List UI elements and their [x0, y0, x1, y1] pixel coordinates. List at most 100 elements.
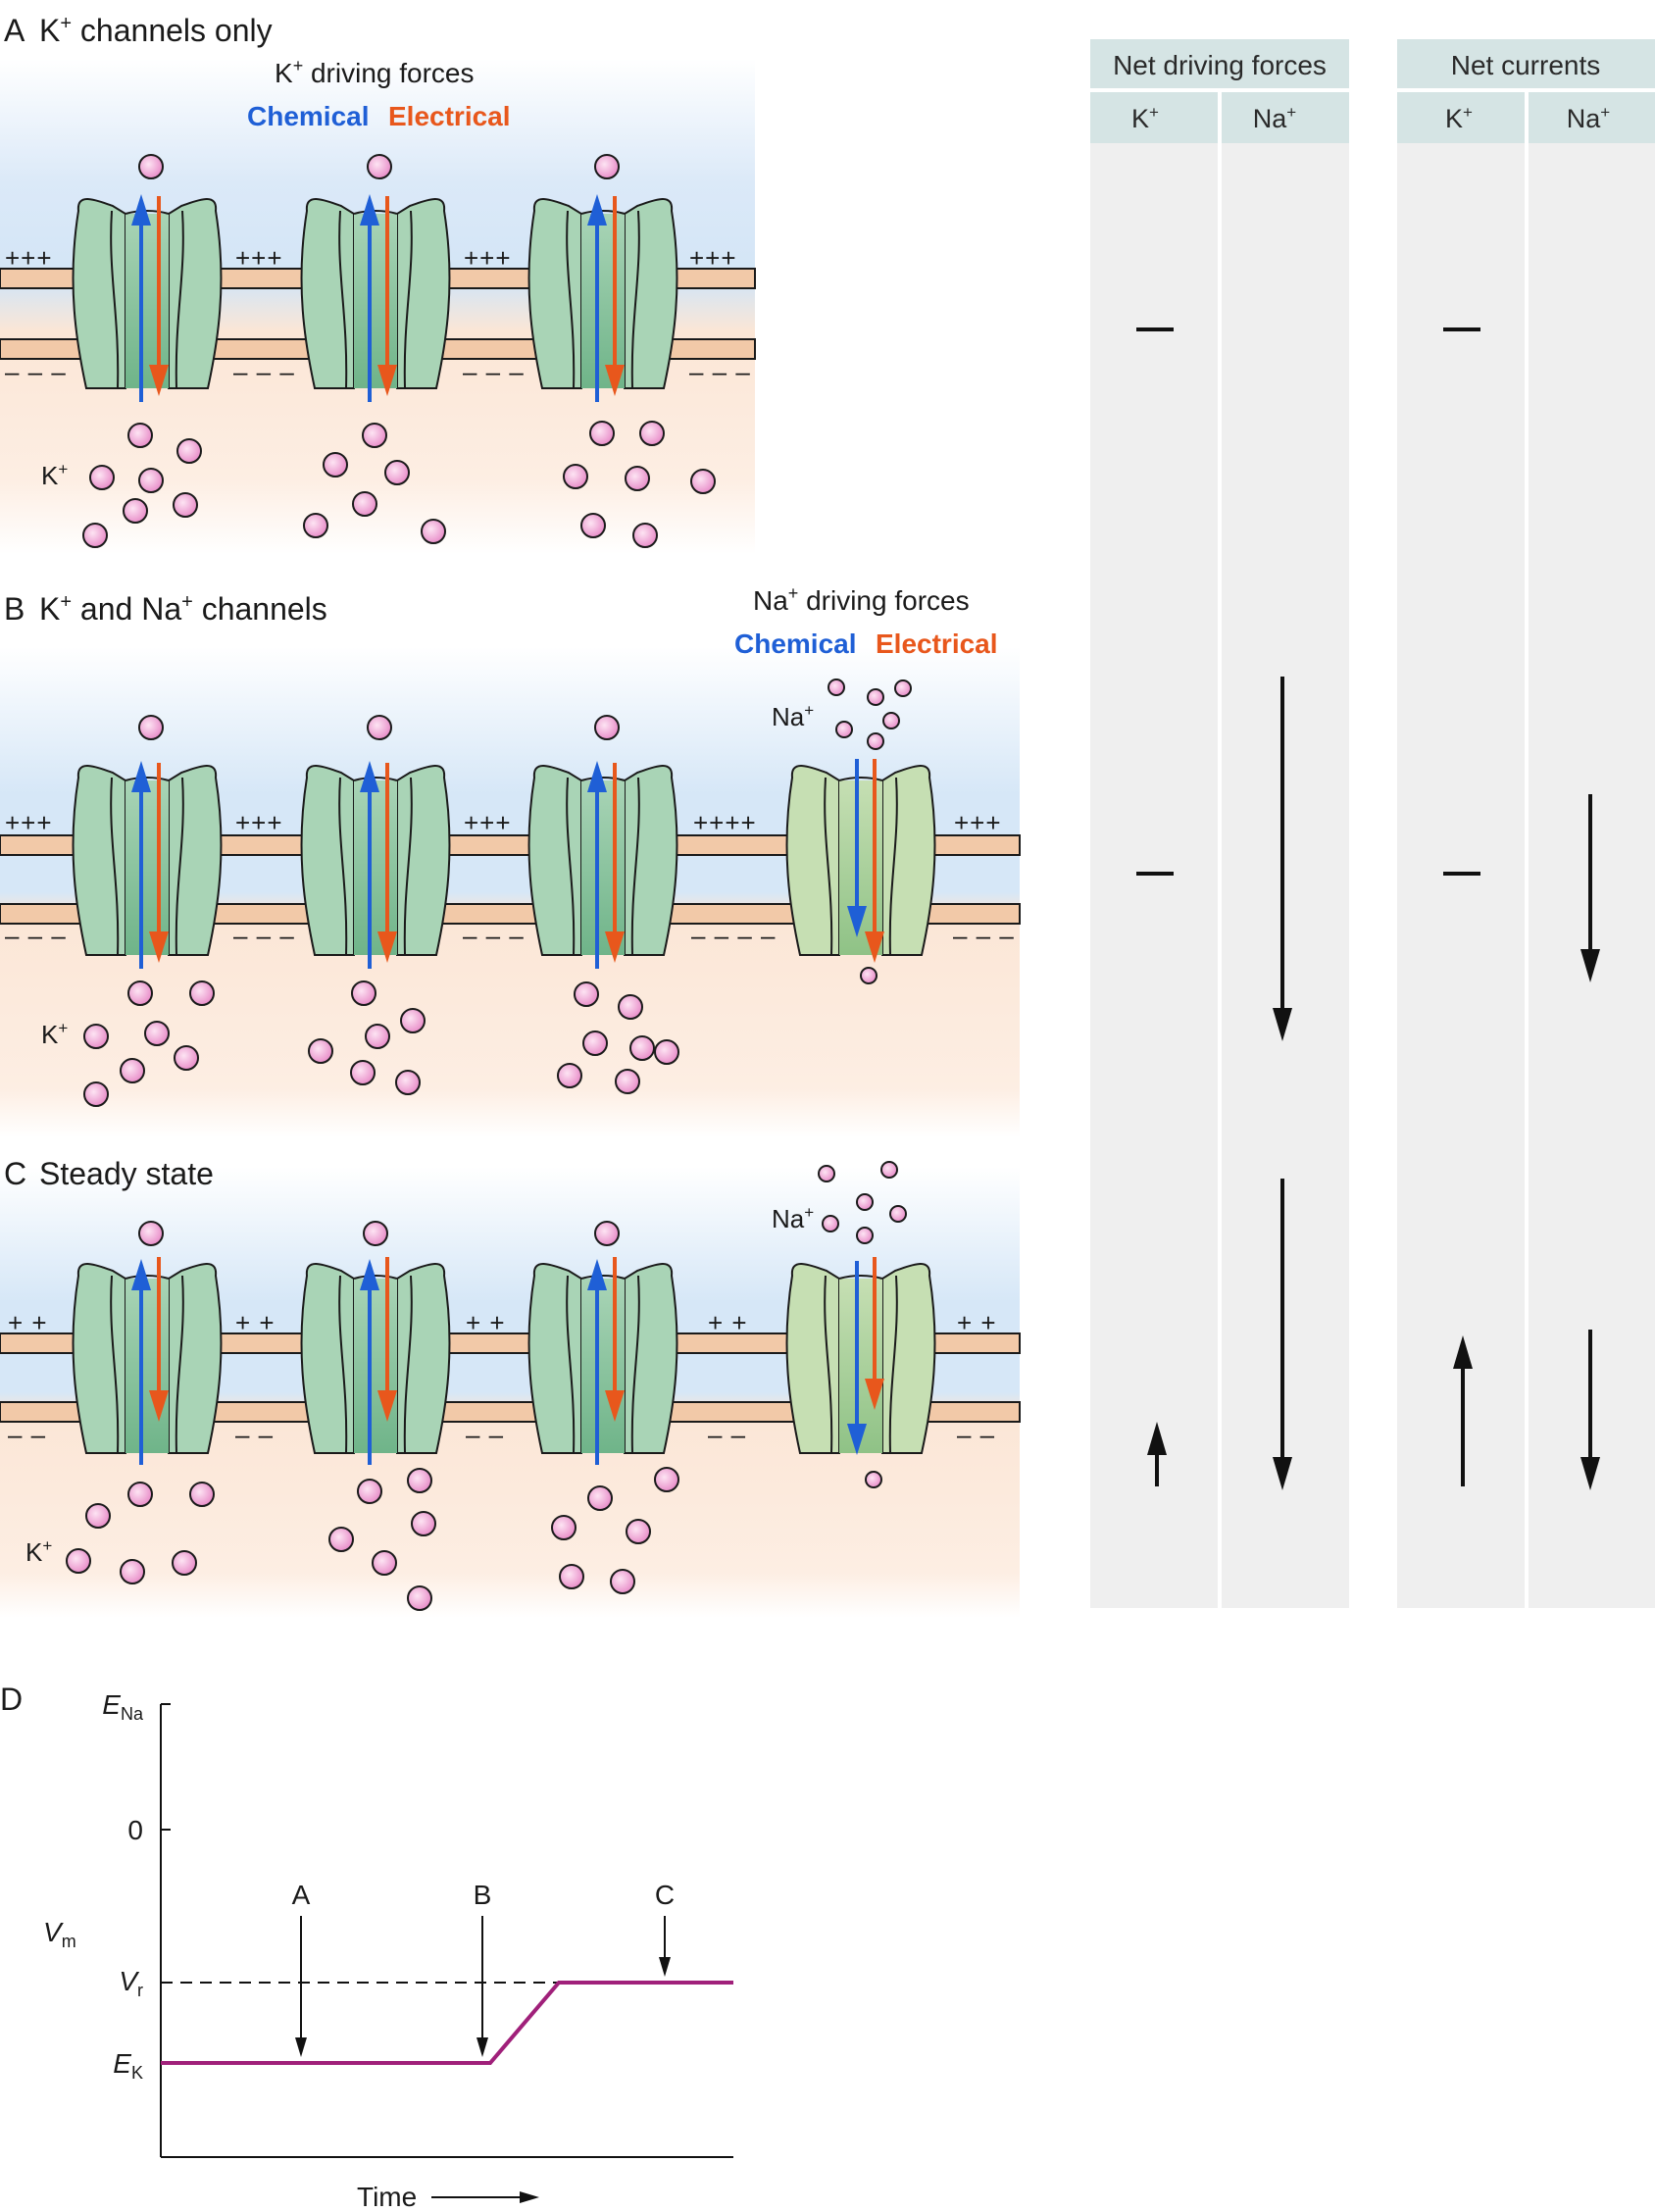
k-ion: [594, 715, 620, 740]
col-na: Na+: [1253, 103, 1297, 133]
panel-d-graph: D ENa 0 Vr EK Vm A B C Time: [0, 1682, 733, 2212]
marker-c: C: [655, 1880, 675, 1910]
inside-charge: – –: [235, 1420, 274, 1449]
arrow-head: [295, 2037, 307, 2057]
legend-electrical: Electrical: [876, 628, 998, 659]
na-ion-cluster: [828, 679, 912, 984]
tick-v-r: Vr: [119, 1966, 143, 2000]
k-ion-cluster: [66, 1467, 679, 1611]
inside-charge: – – –: [233, 357, 295, 386]
panel-c: C Steady state + + + + + + + + + + – – –…: [0, 1156, 1021, 1618]
k-channel: [527, 154, 678, 402]
na-ion-label: Na+: [772, 1203, 814, 1233]
legend-chemical: Chemical: [247, 101, 370, 131]
inside-charge: – – –: [463, 921, 525, 950]
table-col-header: [1529, 92, 1655, 143]
outside-charge: + +: [957, 1308, 997, 1337]
panel-a-letter: A: [4, 13, 25, 48]
tick-e-k: EK: [113, 2048, 143, 2083]
net-driving-forces-title: Net driving forces: [1113, 50, 1327, 80]
membrane-inner-leaflet: [0, 903, 1021, 925]
panel-b-title: K+ and Na+ channels: [39, 591, 327, 627]
inside-charge: – –: [957, 1420, 995, 1449]
outside-charge: +++: [5, 243, 53, 273]
table-group-header: [1090, 39, 1349, 88]
k-channel: [527, 1221, 678, 1465]
k-channel: [300, 154, 451, 402]
tick-e-na: ENa: [102, 1689, 144, 1724]
y-axis-label: Vm: [43, 1917, 76, 1951]
outside-charge: +++: [235, 808, 283, 837]
inside-charge: – –: [708, 1420, 746, 1449]
k-channel: [72, 154, 223, 402]
inside-charge: – –: [8, 1420, 46, 1449]
panel-c-letter: C: [4, 1156, 26, 1191]
outside-charge: + +: [8, 1308, 48, 1337]
k-channel: [527, 715, 678, 969]
net-currents-title: Net currents: [1451, 50, 1601, 80]
k-driving-forces-title: K+ driving forces: [275, 56, 475, 88]
membrane-outer-leaflet: [0, 834, 1021, 856]
outside-charge: +++: [235, 243, 283, 273]
na-channel: [785, 759, 936, 963]
col-k: K+: [1131, 103, 1159, 133]
panel-d-letter: D: [0, 1682, 23, 1717]
k-ion: [138, 154, 164, 179]
outside-charge: +++: [954, 808, 1002, 837]
table-col-header: [1222, 92, 1349, 143]
outside-charge: ++++: [693, 808, 757, 837]
outside-charge: +++: [5, 808, 53, 837]
outside-charge: + +: [235, 1308, 276, 1337]
x-axis-label: Time: [357, 2182, 417, 2212]
membrane-outer-leaflet: [0, 1332, 1021, 1354]
inside-charge: – – –: [233, 921, 295, 950]
k-ion-cluster: [82, 421, 716, 548]
arrow-head: [476, 2037, 488, 2057]
inside-charge: – – –: [689, 357, 751, 386]
marker-b: B: [474, 1880, 492, 1910]
table-group-header: [1397, 39, 1655, 88]
k-ion-label: K+: [41, 1019, 68, 1049]
k-ion-label: K+: [41, 460, 68, 490]
k-channel: [300, 715, 451, 969]
arrow-head: [1580, 949, 1600, 982]
outside-charge: +++: [464, 243, 512, 273]
arrow-head: [520, 2191, 539, 2203]
legend-electrical: Electrical: [388, 101, 511, 131]
results-table: Net driving forces K+ Na+ Net currents K…: [1090, 39, 1655, 1608]
col-na: Na+: [1567, 103, 1611, 133]
k-ion: [367, 154, 392, 179]
outside-charge: + +: [466, 1308, 506, 1337]
inside-charge: – –: [466, 1420, 504, 1449]
arrow-head: [1580, 1457, 1600, 1490]
na-channel: [785, 1257, 936, 1455]
legend-chemical: Chemical: [734, 628, 857, 659]
k-ion: [594, 1221, 620, 1246]
panel-b-letter: B: [4, 591, 25, 627]
membrane-inner-leaflet: [0, 1401, 1021, 1423]
arrow-head: [1273, 1457, 1292, 1490]
table-column: [1222, 143, 1349, 1608]
k-ion: [138, 715, 164, 740]
k-channel: [300, 1221, 451, 1465]
table-col-header: [1090, 92, 1218, 143]
na-ion-label: Na+: [772, 701, 814, 731]
k-ion: [594, 154, 620, 179]
inside-charge: – – –: [463, 357, 525, 386]
k-ion: [367, 715, 392, 740]
marker-a: A: [292, 1880, 311, 1910]
inside-charge: – – –: [5, 357, 67, 386]
arrow-head: [659, 1957, 671, 1977]
k-channel: [72, 1221, 223, 1465]
outside-charge: + +: [708, 1308, 748, 1337]
na-ion-cluster: [818, 1161, 907, 1488]
panel-a-title: K+ channels only: [39, 13, 273, 48]
arrow-head: [1147, 1422, 1167, 1455]
k-ion: [363, 1221, 388, 1246]
na-driving-forces-title: Na+ driving forces: [753, 583, 970, 616]
k-channel: [72, 715, 223, 969]
col-k: K+: [1445, 103, 1473, 133]
k-ion-cluster: [83, 980, 679, 1107]
arrow-head: [1453, 1335, 1473, 1369]
arrow-head: [1273, 1008, 1292, 1041]
